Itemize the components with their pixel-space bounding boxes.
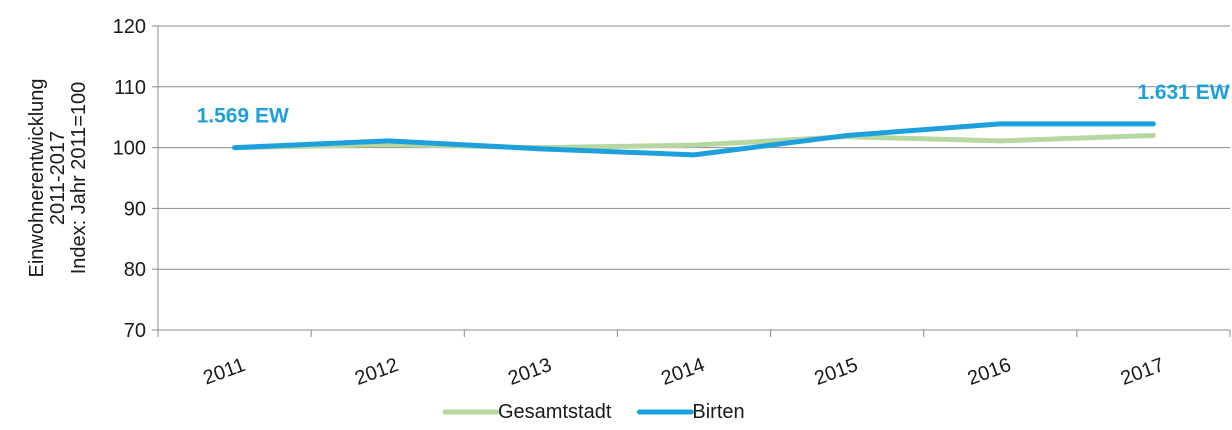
y-axis-title-line: Index: Jahr 2011=100 <box>68 82 90 275</box>
y-axis-title-line: Einwohnerentwicklung <box>26 78 48 277</box>
y-axis-title-line: 2011-2017 <box>47 131 69 225</box>
x-tick-label: 2017 <box>1118 354 1167 390</box>
x-tick-label: 2014 <box>658 354 707 390</box>
x-tick-label: 2013 <box>505 354 554 390</box>
y-axis-ticks: 70 80 90 100 110 120 <box>113 16 146 342</box>
legend-label: Gesamtstadt <box>498 401 612 423</box>
x-tick-label: 2015 <box>812 354 861 390</box>
y-tick-label: 100 <box>113 138 146 160</box>
x-axis-ticks: 2011 2012 2013 2014 2015 2016 2017 <box>200 354 1167 390</box>
series-lines <box>232 121 1156 158</box>
y-tick-label: 70 <box>124 320 146 342</box>
legend-label: Birten <box>692 401 744 423</box>
y-axis-title: Einwohnerentwicklung2011-2017Index: Jahr… <box>26 78 90 277</box>
data-annotation: 1.569 EW <box>197 105 289 128</box>
y-tick-label: 90 <box>124 198 146 220</box>
x-tick-label: 2012 <box>352 354 401 390</box>
data-annotation: 1.631 EW <box>1137 81 1229 104</box>
x-tick-label: 2011 <box>200 354 248 389</box>
series-line-birten <box>232 121 1156 158</box>
x-tick-label: 2016 <box>965 354 1014 390</box>
y-tick-label: 110 <box>114 77 146 99</box>
series-line-gesamtstadt <box>232 132 1156 151</box>
y-tick-label: 80 <box>124 259 146 281</box>
legend: Gesamtstadt Birten <box>442 401 745 423</box>
axes <box>152 25 1231 337</box>
y-tick-label: 120 <box>113 16 146 38</box>
annotations: 1.569 EW 1.631 EW <box>197 81 1230 128</box>
